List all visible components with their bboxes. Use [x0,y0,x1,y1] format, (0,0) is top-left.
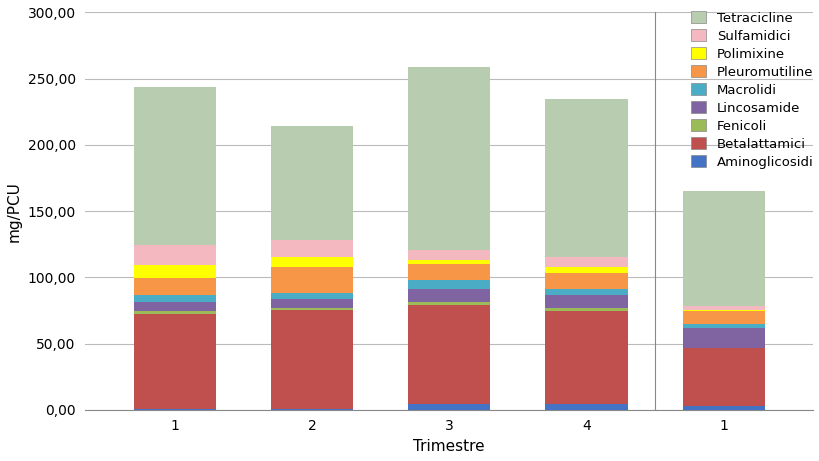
Bar [545,273,627,289]
Bar [270,299,353,308]
Bar [545,308,627,311]
Bar [681,407,764,410]
Bar [681,325,764,328]
Bar [133,265,215,278]
Bar [133,278,215,295]
Bar [133,295,215,302]
Bar [545,267,627,273]
Bar [408,264,490,280]
Bar [545,295,627,308]
Bar [545,404,627,410]
X-axis label: Trimestre: Trimestre [413,439,485,454]
Bar [270,409,353,410]
Bar [545,289,627,295]
Bar [408,67,490,249]
Bar [545,99,627,257]
Y-axis label: mg/PCU: mg/PCU [7,181,22,242]
Bar [270,267,353,293]
Bar [270,257,353,267]
Bar [270,293,353,299]
Bar [681,328,764,348]
Bar [408,302,490,305]
Bar [408,260,490,264]
Bar [408,305,490,404]
Bar [681,348,764,407]
Bar [270,308,353,310]
Bar [408,280,490,289]
Bar [681,311,764,325]
Bar [408,249,490,260]
Bar [270,126,353,240]
Bar [545,311,627,404]
Bar [270,310,353,409]
Bar [133,409,215,410]
Bar [133,302,215,311]
Bar [681,310,764,311]
Bar [133,314,215,409]
Bar [408,289,490,302]
Bar [133,311,215,314]
Bar [133,245,215,265]
Bar [681,191,764,306]
Bar [133,87,215,245]
Bar [270,240,353,257]
Legend: Tetracicline, Sulfamidici, Polimixine, Pleuromutiline, Macrolidi, Lincosamide, F: Tetracicline, Sulfamidici, Polimixine, P… [690,11,812,169]
Bar [681,306,764,310]
Bar [545,257,627,267]
Bar [408,404,490,410]
